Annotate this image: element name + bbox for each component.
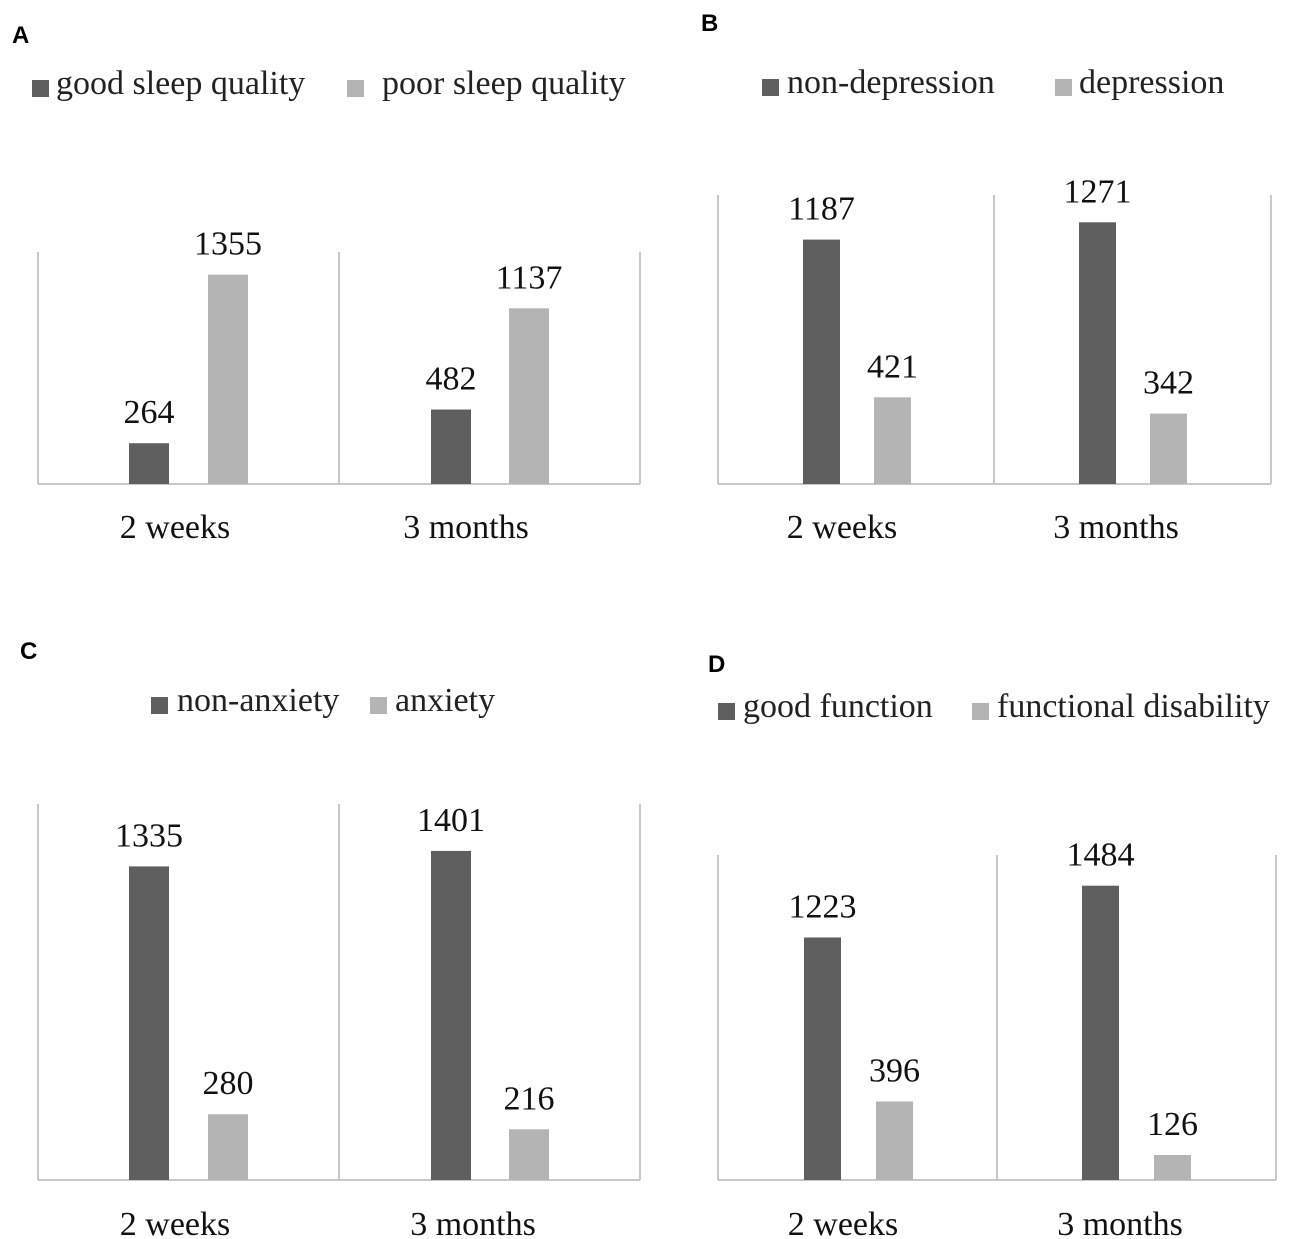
legend-swatch: [1055, 79, 1072, 96]
bar: [874, 397, 911, 484]
data-label: 1187: [788, 191, 855, 228]
legend-swatch: [972, 703, 989, 720]
data-label: 1137: [496, 259, 563, 296]
legend-entry: anxiety: [395, 682, 495, 719]
data-label: 421: [867, 348, 918, 385]
legend: non-depression depression: [762, 64, 1224, 101]
bar: [129, 443, 169, 484]
legend-swatch: [347, 80, 364, 97]
bar: [1079, 222, 1116, 485]
x-tick-label: 2 weeks: [120, 509, 230, 546]
data-label: 1484: [1067, 837, 1135, 874]
legend-entry: non-anxiety: [177, 682, 339, 719]
legend-swatch: [718, 703, 735, 720]
data-label: 264: [124, 394, 175, 431]
legend-swatch: [32, 80, 49, 97]
data-label: 126: [1147, 1106, 1198, 1143]
x-tick-label: 3 months: [403, 509, 529, 546]
bar: [803, 239, 840, 484]
x-tick-label: 3 months: [1053, 509, 1179, 546]
data-label: 1355: [194, 226, 262, 263]
legend-entry: non-depression: [787, 64, 995, 101]
bar: [129, 866, 169, 1180]
bar: [876, 1101, 913, 1180]
x-tick-label: 2 weeks: [787, 509, 897, 546]
legend-entry: poor sleep quality: [382, 65, 626, 102]
bar: [1082, 885, 1119, 1180]
data-label: 1223: [789, 888, 857, 925]
legend-swatch: [370, 697, 387, 714]
legend: non-anxiety anxiety: [151, 682, 495, 719]
x-tick-label: 2 weeks: [120, 1206, 230, 1239]
bar: [509, 1129, 549, 1180]
data-label: 216: [504, 1080, 555, 1117]
bar: [509, 308, 549, 484]
x-tick-label: 3 months: [410, 1206, 536, 1239]
legend-entry: depression: [1079, 64, 1224, 101]
legend: good sleep quality poor sleep quality: [32, 65, 626, 102]
legend-entry: good function: [743, 688, 933, 725]
panel-label: A: [12, 22, 29, 49]
bar: [1154, 1155, 1191, 1180]
data-label: 1335: [115, 817, 183, 854]
bar: [804, 937, 841, 1180]
legend-swatch: [762, 79, 779, 96]
panel-label: D: [708, 651, 725, 678]
bar: [208, 274, 248, 484]
data-label: 280: [203, 1065, 254, 1102]
data-label: 482: [426, 361, 477, 398]
bar: [431, 409, 471, 484]
legend-entry: functional disability: [997, 688, 1270, 725]
panel-label: C: [20, 638, 37, 665]
x-tick-label: 3 months: [1057, 1206, 1183, 1239]
legend-swatch: [151, 697, 168, 714]
data-label: 342: [1143, 365, 1194, 402]
x-tick-label: 2 weeks: [788, 1206, 898, 1239]
data-label: 396: [869, 1052, 920, 1089]
bar: [431, 850, 471, 1180]
legend: good function functional disability: [718, 688, 1270, 725]
bar: [208, 1114, 248, 1180]
data-label: 1401: [417, 802, 485, 839]
legend-entry: good sleep quality: [56, 65, 305, 102]
panel-label: B: [701, 10, 718, 37]
bar: [1150, 413, 1187, 484]
data-label: 1271: [1064, 173, 1132, 210]
